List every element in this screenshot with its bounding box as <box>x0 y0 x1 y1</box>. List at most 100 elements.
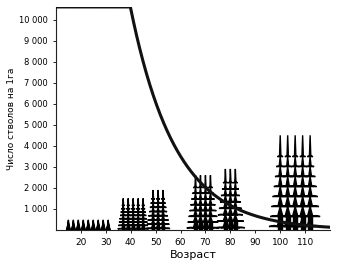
Polygon shape <box>103 228 104 230</box>
Polygon shape <box>96 229 100 230</box>
Polygon shape <box>119 219 127 222</box>
Polygon shape <box>303 187 318 197</box>
Polygon shape <box>295 187 310 197</box>
Polygon shape <box>106 227 110 229</box>
Polygon shape <box>202 188 209 193</box>
Polygon shape <box>299 217 321 226</box>
Polygon shape <box>140 212 146 215</box>
Polygon shape <box>77 223 80 224</box>
Polygon shape <box>141 206 145 209</box>
Polygon shape <box>234 221 237 230</box>
Polygon shape <box>120 215 127 219</box>
Polygon shape <box>149 207 157 212</box>
Polygon shape <box>300 207 320 217</box>
Polygon shape <box>68 220 69 222</box>
Polygon shape <box>82 223 84 224</box>
Polygon shape <box>190 199 201 205</box>
Polygon shape <box>77 224 80 225</box>
Polygon shape <box>93 220 94 222</box>
Polygon shape <box>139 219 148 222</box>
Polygon shape <box>108 220 109 222</box>
Polygon shape <box>92 226 95 227</box>
Polygon shape <box>187 222 204 228</box>
Polygon shape <box>280 187 295 197</box>
Polygon shape <box>93 228 94 230</box>
Polygon shape <box>192 188 198 193</box>
Polygon shape <box>206 193 214 199</box>
Polygon shape <box>293 207 313 217</box>
Polygon shape <box>223 169 228 183</box>
Polygon shape <box>87 223 89 224</box>
Polygon shape <box>157 224 159 230</box>
Polygon shape <box>123 225 134 229</box>
Polygon shape <box>71 227 75 229</box>
Polygon shape <box>97 223 99 224</box>
Polygon shape <box>101 227 105 229</box>
Polygon shape <box>301 215 305 230</box>
Polygon shape <box>160 203 166 207</box>
Polygon shape <box>81 227 85 229</box>
Polygon shape <box>135 209 141 212</box>
Polygon shape <box>72 224 75 225</box>
Polygon shape <box>207 188 214 193</box>
Polygon shape <box>286 197 304 207</box>
Polygon shape <box>121 206 125 209</box>
Polygon shape <box>128 225 139 229</box>
Polygon shape <box>102 223 104 224</box>
Polygon shape <box>161 190 165 199</box>
Polygon shape <box>197 188 204 193</box>
Polygon shape <box>223 209 238 215</box>
Polygon shape <box>141 209 146 212</box>
Polygon shape <box>142 225 144 230</box>
Polygon shape <box>118 222 128 225</box>
Polygon shape <box>198 217 213 222</box>
Polygon shape <box>275 167 285 176</box>
Polygon shape <box>289 176 302 187</box>
Polygon shape <box>91 227 95 229</box>
Polygon shape <box>92 223 94 224</box>
Polygon shape <box>102 222 104 223</box>
Polygon shape <box>66 227 70 229</box>
Polygon shape <box>156 199 161 203</box>
Polygon shape <box>138 225 149 229</box>
Polygon shape <box>278 207 298 217</box>
Polygon shape <box>87 224 90 225</box>
Polygon shape <box>308 215 312 230</box>
Polygon shape <box>221 189 230 195</box>
Polygon shape <box>120 212 126 215</box>
Polygon shape <box>206 199 215 205</box>
Polygon shape <box>108 228 109 230</box>
Polygon shape <box>106 226 110 227</box>
Polygon shape <box>142 198 145 206</box>
Polygon shape <box>209 221 212 230</box>
Polygon shape <box>127 198 129 206</box>
Polygon shape <box>72 225 75 226</box>
Polygon shape <box>72 222 74 223</box>
Polygon shape <box>126 209 131 212</box>
Polygon shape <box>154 207 162 212</box>
Polygon shape <box>300 135 305 157</box>
Polygon shape <box>133 222 143 225</box>
Polygon shape <box>291 157 299 167</box>
Polygon shape <box>108 222 109 223</box>
Polygon shape <box>276 217 299 226</box>
Polygon shape <box>227 215 244 221</box>
Polygon shape <box>76 229 81 230</box>
Polygon shape <box>198 211 212 217</box>
Polygon shape <box>126 206 130 209</box>
Polygon shape <box>220 195 231 202</box>
Polygon shape <box>224 221 227 230</box>
Polygon shape <box>222 183 229 189</box>
Polygon shape <box>137 225 139 230</box>
Polygon shape <box>122 225 124 230</box>
Polygon shape <box>228 169 233 183</box>
Polygon shape <box>132 198 134 206</box>
Polygon shape <box>292 217 314 226</box>
Polygon shape <box>194 211 207 217</box>
Polygon shape <box>146 224 160 229</box>
X-axis label: Возраст: Возраст <box>170 250 216 260</box>
Polygon shape <box>150 203 156 207</box>
Polygon shape <box>189 211 202 217</box>
Polygon shape <box>285 135 290 157</box>
Polygon shape <box>87 225 90 226</box>
